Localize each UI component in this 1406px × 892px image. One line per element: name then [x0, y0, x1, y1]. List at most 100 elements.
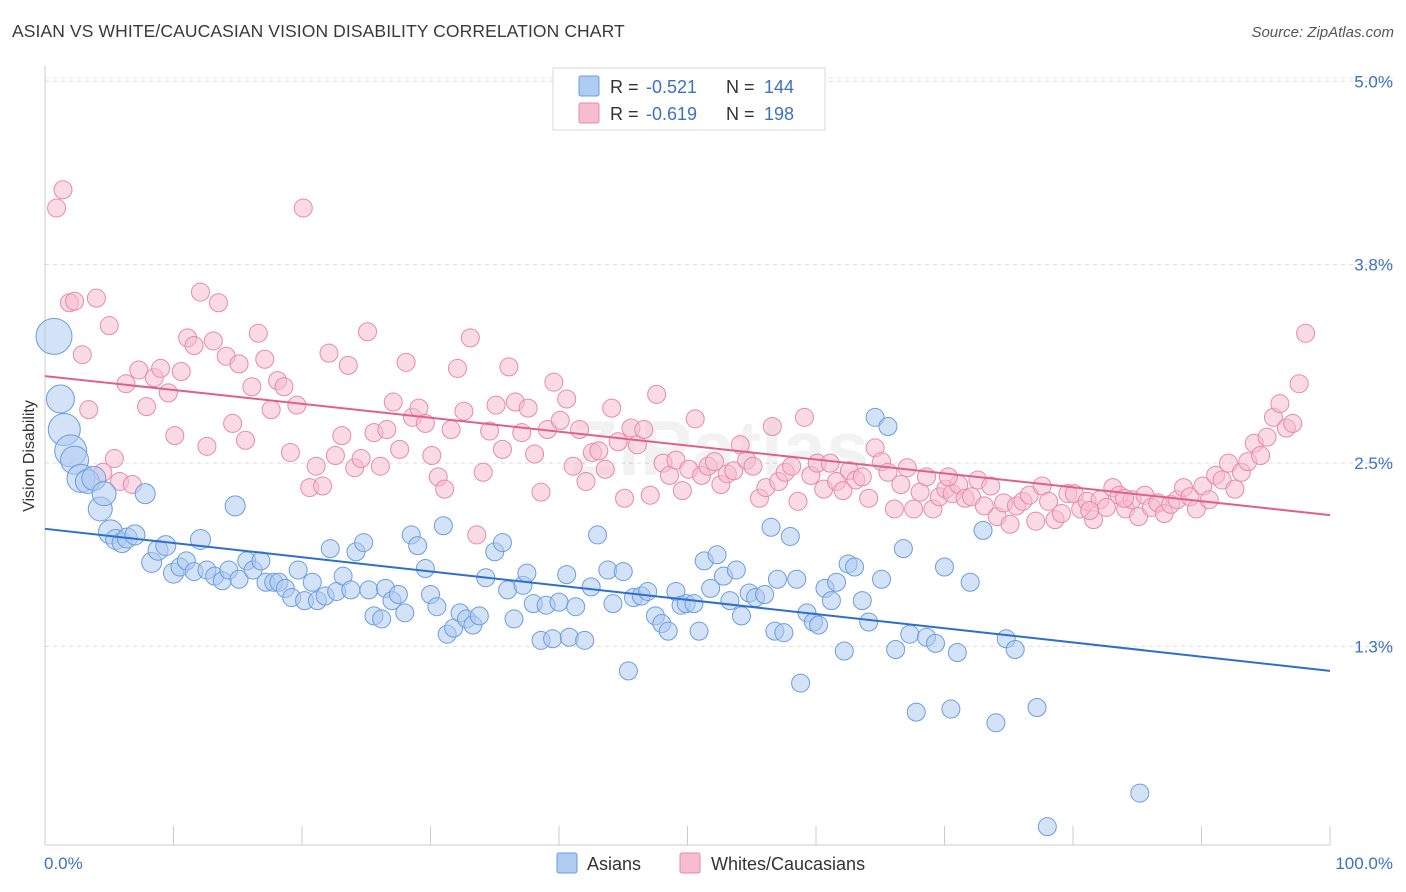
- white-point: [261, 400, 281, 420]
- bottom-legend-label-whites: Whites/Caucasians: [711, 854, 865, 874]
- legend-swatch-whites: [578, 102, 600, 124]
- asian-point: [618, 661, 638, 681]
- asian-point: [408, 536, 428, 556]
- asian-point: [251, 551, 271, 571]
- white-point: [1019, 485, 1039, 505]
- white-point: [595, 459, 615, 479]
- asian-point: [865, 407, 885, 427]
- white-point: [782, 456, 802, 476]
- white-point: [65, 291, 85, 311]
- x-tick-label: 100.0%: [1335, 854, 1393, 873]
- legend-n-value: 198: [764, 104, 794, 124]
- white-point: [137, 397, 157, 417]
- white-point: [1251, 446, 1271, 465]
- asian-point: [91, 481, 117, 507]
- white-point: [499, 357, 519, 377]
- asian-point: [575, 630, 595, 650]
- asian-point: [1130, 783, 1150, 803]
- white-point: [287, 395, 307, 415]
- asian-point: [517, 563, 537, 583]
- white-point: [184, 336, 204, 356]
- white-point: [480, 421, 500, 441]
- white-point: [1212, 470, 1232, 490]
- white-point: [454, 401, 474, 421]
- white-point: [634, 420, 654, 440]
- asian-point: [559, 627, 579, 647]
- asian-point: [774, 623, 794, 643]
- asian-point: [613, 562, 633, 582]
- white-point: [1283, 413, 1303, 433]
- white-point: [190, 282, 210, 302]
- chart-title: ASIAN VS WHITE/CAUCASIAN VISION DISABILI…: [12, 21, 625, 41]
- white-point: [1289, 374, 1309, 394]
- asian-point: [492, 533, 512, 553]
- asian-point: [689, 621, 709, 641]
- asian-point: [886, 639, 906, 659]
- asian-point: [566, 597, 586, 617]
- x-tick-label: 0.0%: [44, 854, 83, 873]
- white-point: [1080, 500, 1100, 520]
- white-point: [1039, 491, 1059, 511]
- legend-n-label: N =: [726, 104, 755, 124]
- asian-point: [341, 580, 361, 600]
- white-point: [47, 198, 67, 218]
- asian-point: [35, 317, 73, 355]
- legend-r-value: -0.521: [646, 77, 697, 97]
- asian-point: [973, 520, 993, 540]
- white-point: [158, 383, 178, 403]
- white-point: [608, 432, 628, 452]
- asian-point: [395, 603, 415, 623]
- white-point: [531, 482, 551, 502]
- legend-n-label: N =: [726, 77, 755, 97]
- legend-r-label: R =: [610, 77, 639, 97]
- white-point: [242, 377, 262, 397]
- asian-point: [388, 584, 408, 604]
- asian-point: [986, 713, 1006, 733]
- white-point: [525, 444, 545, 464]
- white-point: [255, 349, 275, 369]
- white-point: [377, 420, 397, 440]
- white-point: [486, 395, 506, 415]
- white-point: [1225, 479, 1245, 499]
- white-point: [313, 476, 333, 496]
- white-point: [86, 288, 106, 308]
- asian-point: [469, 606, 489, 626]
- white-point: [1257, 427, 1277, 447]
- white-point: [492, 439, 512, 459]
- white-point: [358, 322, 378, 342]
- whites-points: [47, 180, 1316, 545]
- white-point: [293, 198, 313, 218]
- bottom-legend-swatch-asians: [556, 852, 578, 874]
- asian-point: [1027, 698, 1047, 718]
- asian-point: [761, 517, 781, 537]
- asian-point: [124, 524, 146, 546]
- white-point: [904, 499, 924, 519]
- asians-points: [35, 317, 1150, 837]
- white-point: [615, 488, 635, 508]
- white-point: [390, 439, 410, 459]
- asian-point: [852, 591, 872, 611]
- white-point: [884, 499, 904, 519]
- white-point: [1218, 453, 1238, 473]
- white-point: [274, 377, 294, 397]
- trend-lines: [44, 375, 1331, 672]
- whites-trend-line: [44, 375, 1331, 517]
- asian-point: [415, 559, 435, 579]
- white-point: [1129, 507, 1149, 527]
- white-point: [666, 450, 686, 470]
- axes: [44, 66, 1331, 846]
- asians-trend-line: [44, 527, 1331, 672]
- white-point: [467, 525, 487, 545]
- white-point: [981, 476, 1001, 496]
- white-point: [319, 343, 339, 363]
- asian-point: [224, 495, 246, 517]
- white-point: [306, 456, 326, 476]
- white-point: [647, 384, 667, 404]
- white-point: [1270, 394, 1290, 414]
- asian-point: [900, 624, 920, 644]
- asian-point: [427, 597, 447, 617]
- white-point: [1199, 490, 1219, 510]
- white-point: [72, 345, 92, 365]
- white-point: [724, 461, 744, 481]
- asian-point: [658, 621, 678, 641]
